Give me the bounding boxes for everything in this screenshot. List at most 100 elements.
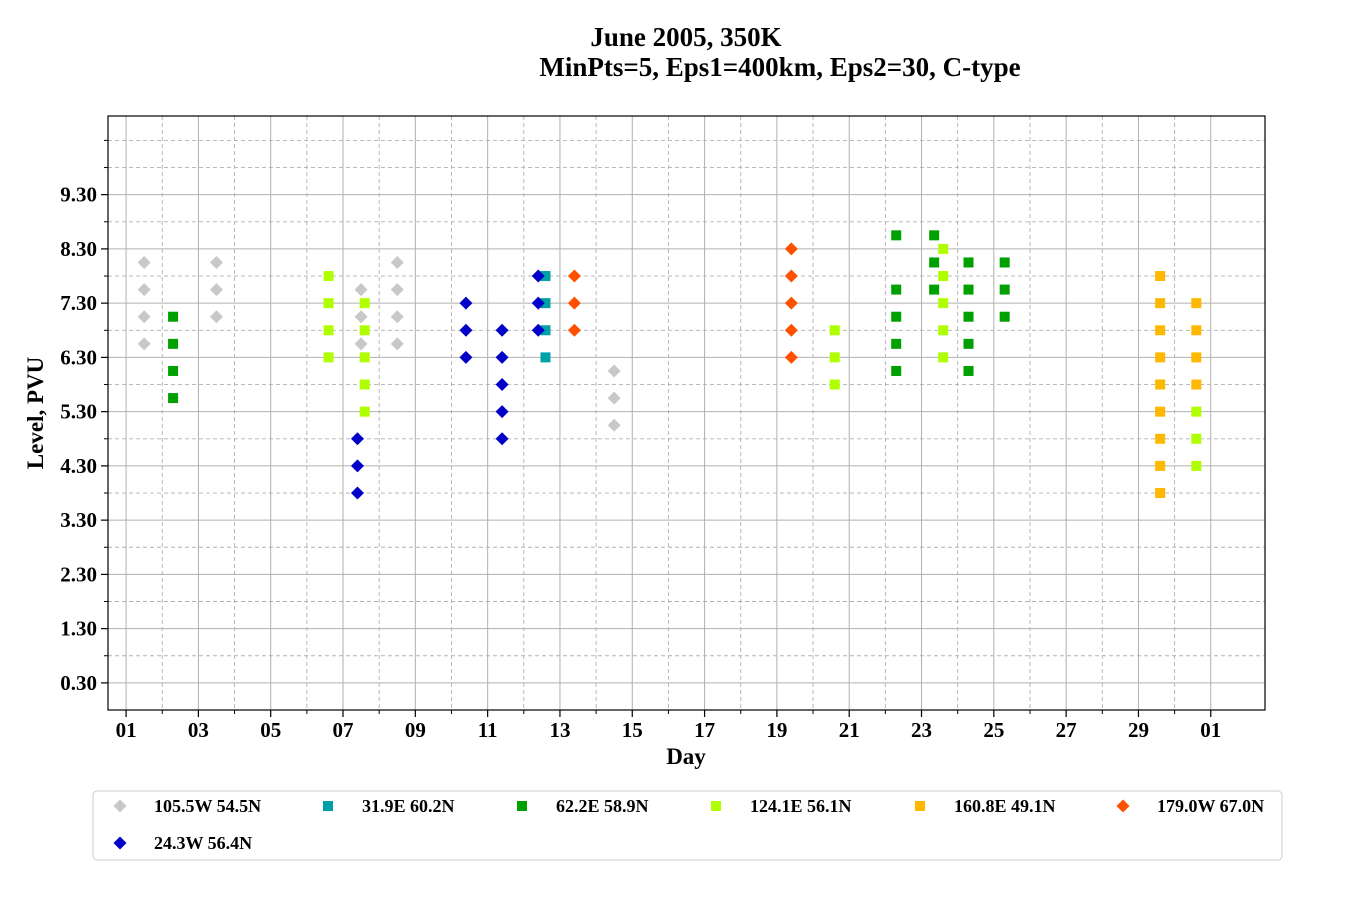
x-tick-label: 17 xyxy=(694,718,715,742)
data-point xyxy=(168,311,179,322)
series-4 xyxy=(1155,271,1202,499)
data-point xyxy=(1155,298,1166,309)
data-point xyxy=(1155,379,1166,390)
data-point xyxy=(1191,433,1202,444)
legend-item: 160.8E 49.1N xyxy=(915,796,1056,816)
data-point xyxy=(390,337,404,351)
data-point xyxy=(784,323,798,337)
legend-item: 124.1E 56.1N xyxy=(711,796,852,816)
data-point xyxy=(1155,271,1166,282)
data-point xyxy=(999,257,1010,268)
data-point xyxy=(359,406,370,417)
data-point xyxy=(929,257,940,268)
data-point xyxy=(531,269,545,283)
legend-marker xyxy=(113,799,127,813)
y-tick-labels: 0.30 1.30 2.30 3.30 4.30 5.30 6.30 7.30 8.30 9.30 xyxy=(60,183,97,695)
data-point xyxy=(390,283,404,297)
data-point xyxy=(938,271,949,282)
data-point xyxy=(929,284,940,295)
grid xyxy=(108,116,1265,710)
data-point xyxy=(168,393,179,404)
data-point xyxy=(354,283,368,297)
data-point xyxy=(323,298,334,309)
data-point xyxy=(1155,460,1166,471)
data-point xyxy=(531,323,545,337)
data-point xyxy=(938,298,949,309)
x-tick-label: 21 xyxy=(839,718,860,742)
data-point xyxy=(963,311,974,322)
legend-marker xyxy=(711,801,721,811)
data-point xyxy=(963,338,974,349)
x-tick-label: 29 xyxy=(1128,718,1149,742)
legend-marker xyxy=(1116,799,1130,813)
data-point xyxy=(540,352,551,363)
legend: 105.5W 54.5N 31.9E 60.2N 62.2E 58.9N 124.1E… xyxy=(92,790,1283,861)
y-tick-label: 7.30 xyxy=(60,291,97,315)
x-tick-label: 03 xyxy=(188,718,209,742)
x-tick-label: 07 xyxy=(333,718,354,742)
x-tick-label: 23 xyxy=(911,718,932,742)
data-point xyxy=(540,325,551,336)
data-point xyxy=(495,350,509,364)
legend-label: 31.9E 60.2N xyxy=(362,796,455,816)
data-point xyxy=(354,310,368,324)
y-tick-label: 3.30 xyxy=(60,508,97,532)
x-tick-label: 15 xyxy=(622,718,643,742)
data-point xyxy=(323,271,334,282)
data-point xyxy=(929,230,940,241)
data-point xyxy=(350,432,364,446)
y-tick-label: 9.30 xyxy=(60,183,97,207)
data-point xyxy=(607,364,621,378)
x-tick-label: 27 xyxy=(1056,718,1077,742)
x-tick-label: 25 xyxy=(983,718,1004,742)
legend-marker xyxy=(323,801,333,811)
legend-label: 62.2E 58.9N xyxy=(556,796,649,816)
series-0 xyxy=(137,255,621,432)
data-point xyxy=(137,283,151,297)
data-point xyxy=(350,486,364,500)
data-point xyxy=(963,284,974,295)
data-point xyxy=(359,325,370,336)
data-points xyxy=(137,230,1202,500)
data-point xyxy=(829,352,840,363)
data-point xyxy=(137,255,151,269)
data-point xyxy=(350,459,364,473)
data-point xyxy=(891,365,902,376)
data-point xyxy=(531,296,545,310)
data-point xyxy=(359,379,370,390)
series-6 xyxy=(350,269,545,500)
ticks xyxy=(101,139,1212,717)
data-point xyxy=(354,337,368,351)
data-point xyxy=(938,352,949,363)
series-3 xyxy=(323,243,1202,471)
x-tick-label: 01 xyxy=(1200,718,1221,742)
data-point xyxy=(209,283,223,297)
data-point xyxy=(323,352,334,363)
x-tick-label: 19 xyxy=(766,718,787,742)
data-point xyxy=(1191,298,1202,309)
data-point xyxy=(607,391,621,405)
data-point xyxy=(963,257,974,268)
data-point xyxy=(891,311,902,322)
data-point xyxy=(567,323,581,337)
data-point xyxy=(137,337,151,351)
data-point xyxy=(1155,325,1166,336)
data-point xyxy=(1155,488,1166,499)
x-tick-label: 11 xyxy=(478,718,498,742)
data-point xyxy=(459,323,473,337)
data-point xyxy=(607,418,621,432)
data-point xyxy=(829,325,840,336)
x-axis-label: Day xyxy=(666,744,706,769)
data-point xyxy=(1191,460,1202,471)
data-point xyxy=(567,269,581,283)
data-point xyxy=(829,379,840,390)
data-point xyxy=(1191,406,1202,417)
x-tick-label: 09 xyxy=(405,718,426,742)
data-point xyxy=(784,242,798,256)
data-point xyxy=(495,323,509,337)
data-point xyxy=(323,325,334,336)
chart-title-line-2: MinPts=5, Eps1=400km, Eps2=30, C-type xyxy=(539,52,1020,82)
data-point xyxy=(540,271,551,282)
series-5 xyxy=(567,242,798,364)
data-point xyxy=(459,296,473,310)
